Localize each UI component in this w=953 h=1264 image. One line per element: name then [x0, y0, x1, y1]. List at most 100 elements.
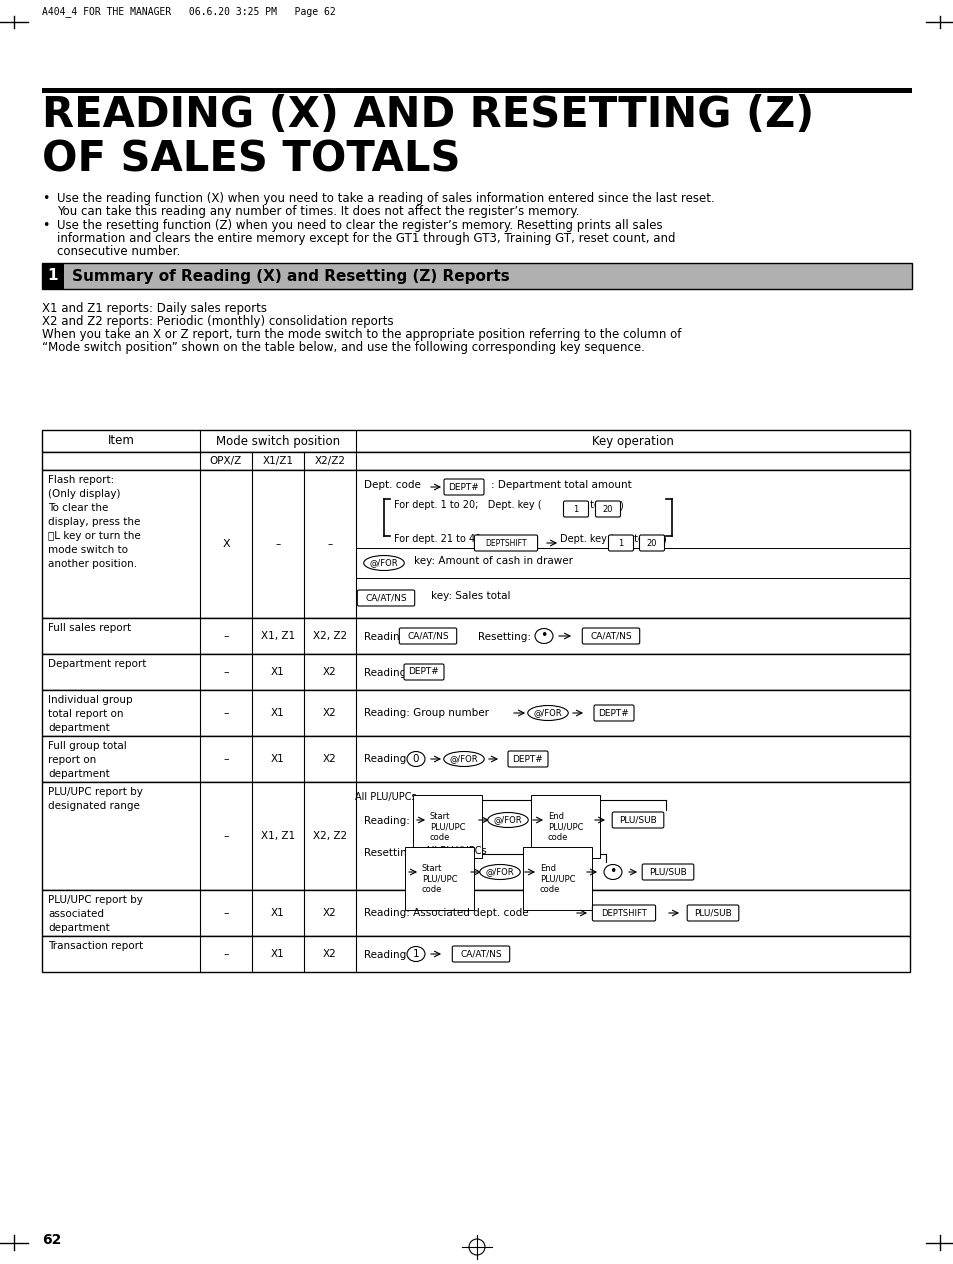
Text: End
PLU/UPC
code: End PLU/UPC code: [547, 811, 583, 842]
Text: X1 and Z1 reports: Daily sales reports: X1 and Z1 reports: Daily sales reports: [42, 302, 267, 315]
Bar: [42, 736, 909, 782]
Text: X1: X1: [271, 708, 285, 718]
Text: Reading:: Reading:: [364, 632, 410, 642]
Text: When you take an X or Z report, turn the mode switch to the appropriate position: When you take an X or Z report, turn the…: [42, 327, 680, 341]
FancyBboxPatch shape: [641, 865, 693, 880]
Text: –: –: [223, 755, 229, 763]
Text: Full group total
report on
department: Full group total report on department: [48, 741, 127, 779]
FancyBboxPatch shape: [608, 535, 633, 551]
Bar: [42, 890, 909, 937]
Ellipse shape: [443, 752, 484, 766]
Text: Reading:: Reading:: [364, 817, 410, 825]
FancyBboxPatch shape: [563, 501, 588, 517]
Text: Transaction report: Transaction report: [48, 940, 143, 951]
Text: DEPT#: DEPT#: [512, 755, 543, 763]
Text: •: •: [609, 866, 616, 878]
Text: You can take this reading any number of times. It does not affect the register’s: You can take this reading any number of …: [57, 205, 578, 217]
Bar: [42, 88, 911, 94]
Text: PLU/SUB: PLU/SUB: [694, 909, 731, 918]
FancyBboxPatch shape: [443, 479, 483, 495]
Text: Key operation: Key operation: [592, 435, 673, 447]
Bar: [42, 263, 64, 289]
FancyBboxPatch shape: [595, 501, 619, 517]
Bar: [42, 263, 911, 289]
Text: –: –: [223, 667, 229, 678]
Text: Department report: Department report: [48, 659, 146, 669]
Text: Resetting:: Resetting:: [364, 848, 416, 858]
Text: 1: 1: [48, 268, 58, 283]
Text: X1: X1: [271, 949, 285, 959]
Text: OPX/Z: OPX/Z: [210, 456, 242, 466]
Text: to: to: [586, 501, 599, 509]
Text: X1: X1: [271, 908, 285, 918]
Text: DEPT#: DEPT#: [408, 667, 439, 676]
Text: CA/AT/NS: CA/AT/NS: [459, 949, 501, 958]
Text: A404_4 FOR THE MANAGER   06.6.20 3:25 PM   Page 62: A404_4 FOR THE MANAGER 06.6.20 3:25 PM P…: [42, 6, 335, 16]
Text: X2: X2: [323, 755, 336, 763]
Text: 1: 1: [573, 504, 578, 513]
Text: Flash report:
(Only display)
To clear the
display, press the
ⒸL key or turn the
: Flash report: (Only display) To clear th…: [48, 475, 141, 569]
Bar: [42, 690, 909, 736]
Text: PLU/UPC report by
designated range: PLU/UPC report by designated range: [48, 787, 143, 811]
Text: Use the resetting function (Z) when you need to clear the register’s memory. Res: Use the resetting function (Z) when you …: [57, 219, 662, 233]
Text: Reading: Associated dept. code: Reading: Associated dept. code: [364, 908, 528, 918]
Text: •: •: [42, 219, 50, 233]
Text: 62: 62: [42, 1232, 61, 1248]
Text: X2/Z2: X2/Z2: [314, 456, 345, 466]
Text: 20: 20: [602, 504, 613, 513]
Text: Reading:: Reading:: [364, 667, 410, 678]
Text: Dept. code: Dept. code: [364, 480, 420, 490]
Text: consecutive number.: consecutive number.: [57, 245, 180, 258]
Ellipse shape: [527, 705, 568, 720]
Ellipse shape: [479, 865, 519, 880]
Text: PLU/SUB: PLU/SUB: [618, 815, 657, 824]
Text: DEPT#: DEPT#: [598, 709, 629, 718]
Text: @/FOR: @/FOR: [449, 755, 477, 763]
Text: Reading: Group number: Reading: Group number: [364, 708, 489, 718]
FancyBboxPatch shape: [399, 628, 456, 643]
Text: Dept. key (: Dept. key (: [559, 533, 613, 544]
Text: Reading:: Reading:: [364, 951, 410, 959]
Text: @/FOR: @/FOR: [485, 867, 514, 876]
Text: @/FOR: @/FOR: [493, 815, 521, 824]
FancyBboxPatch shape: [357, 590, 415, 605]
Text: DEPTSHIFT: DEPTSHIFT: [485, 538, 526, 547]
FancyBboxPatch shape: [592, 905, 655, 921]
Text: All PLU/UPCs: All PLU/UPCs: [425, 846, 486, 856]
Ellipse shape: [363, 555, 404, 570]
Text: –: –: [327, 538, 333, 549]
Ellipse shape: [603, 865, 621, 880]
Text: Reading:: Reading:: [364, 755, 410, 763]
Text: X: X: [222, 538, 230, 549]
FancyBboxPatch shape: [581, 628, 639, 643]
Ellipse shape: [407, 752, 424, 766]
Text: X2: X2: [323, 708, 336, 718]
FancyBboxPatch shape: [594, 705, 634, 720]
Text: Start
PLU/UPC
code: Start PLU/UPC code: [421, 865, 457, 894]
Text: X1: X1: [271, 755, 285, 763]
Bar: [42, 782, 909, 890]
Text: –: –: [223, 631, 229, 641]
Text: •: •: [42, 192, 50, 205]
Text: End
PLU/UPC
code: End PLU/UPC code: [539, 865, 575, 894]
Ellipse shape: [535, 628, 553, 643]
Ellipse shape: [407, 947, 424, 962]
Text: Use the reading function (X) when you need to take a reading of sales informatio: Use the reading function (X) when you ne…: [57, 192, 714, 205]
Text: @/FOR: @/FOR: [533, 709, 561, 718]
Text: : Department total amount: : Department total amount: [491, 480, 631, 490]
Bar: [42, 653, 909, 690]
Text: –: –: [223, 908, 229, 918]
FancyBboxPatch shape: [686, 905, 738, 921]
Text: 20: 20: [646, 538, 657, 547]
Text: PLU/SUB: PLU/SUB: [648, 867, 686, 876]
Text: key: Amount of cash in drawer: key: Amount of cash in drawer: [414, 556, 573, 566]
Text: X2 and Z2 reports: Periodic (monthly) consolidation reports: X2 and Z2 reports: Periodic (monthly) co…: [42, 315, 394, 327]
Text: “Mode switch position” shown on the table below, and use the following correspon: “Mode switch position” shown on the tabl…: [42, 341, 644, 354]
Text: CA/AT/NS: CA/AT/NS: [365, 594, 406, 603]
Text: All PLU/UPCs: All PLU/UPCs: [355, 793, 416, 801]
Text: X1, Z1: X1, Z1: [261, 631, 294, 641]
Text: DEPTSHIFT: DEPTSHIFT: [600, 909, 646, 918]
Text: CA/AT/NS: CA/AT/NS: [407, 632, 448, 641]
Text: X2, Z2: X2, Z2: [313, 631, 347, 641]
Bar: [42, 430, 909, 453]
